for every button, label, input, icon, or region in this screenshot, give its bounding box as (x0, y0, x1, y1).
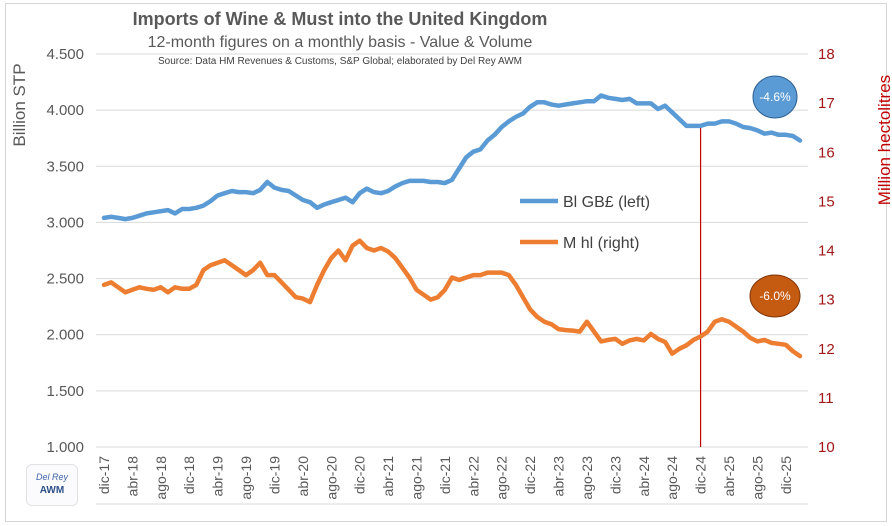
x-tick-label: abr-21 (380, 456, 396, 497)
chart-title: Imports of Wine & Must into the United K… (132, 9, 548, 29)
y-tick-left: 3.000 (46, 214, 84, 231)
x-tick-label: abr-20 (295, 456, 311, 497)
x-tick-label: dic-22 (522, 456, 538, 494)
x-tick-label: ago-19 (238, 456, 254, 500)
x-tick-label: ago-21 (408, 456, 424, 500)
y-tick-right: 18 (818, 46, 835, 63)
x-tick-label: dic-17 (96, 456, 112, 494)
y-tick-right: 11 (818, 390, 834, 407)
x-tick-label: abr-19 (210, 456, 226, 497)
y-tick-right: 16 (818, 144, 835, 161)
y-tick-left: 2.000 (46, 327, 84, 344)
x-tick-label: abr-25 (721, 456, 737, 497)
y-tick-right: 14 (818, 243, 835, 260)
chart-subtitle: 12-month figures on a monthly basis - Va… (147, 34, 533, 51)
chart-source: Source: Data HM Revenues & Customs, S&P … (157, 56, 523, 67)
x-tick-label: dic-23 (607, 456, 623, 494)
x-tick-label: abr-18 (124, 456, 140, 497)
x-tick-label: abr-22 (465, 456, 481, 497)
y-tick-left: 2.500 (46, 271, 84, 288)
x-tick-label: ago-20 (323, 456, 339, 500)
logo-line1: Del Rey (35, 472, 68, 482)
x-tick-label: ago-22 (494, 456, 510, 500)
legend-label-value: Bl GB£ (left) (563, 194, 650, 211)
x-tick-label: ago-18 (153, 456, 169, 500)
x-tick-label: dic-19 (266, 456, 282, 494)
badge-value-change (752, 75, 798, 119)
x-tick-label: dic-18 (181, 456, 197, 494)
y-tick-left: 1.000 (46, 439, 84, 456)
x-tick-label: dic-25 (778, 456, 794, 494)
x-tick-label: abr-24 (636, 456, 652, 497)
del-rey-awm-logo: Del Rey AWM (26, 464, 78, 506)
y-tick-right: 15 (818, 193, 835, 210)
series-line-value (101, 93, 803, 222)
y-tick-left: 3.500 (46, 158, 84, 175)
x-tick-label: dic-20 (352, 456, 368, 494)
y-tick-left: 4.000 (46, 102, 84, 119)
x-tick-label: ago-23 (579, 456, 595, 500)
y-tick-right: 12 (818, 341, 835, 358)
badge-value-change-label: -4.6% (759, 90, 791, 104)
x-tick-label: dic-24 (693, 456, 709, 494)
y-tick-left: 1.500 (46, 383, 84, 400)
y-tick-right: 10 (818, 439, 835, 456)
logo-line2: AWM (39, 485, 65, 496)
series-line-volume (101, 238, 803, 359)
y-tick-left: 4.500 (46, 46, 84, 63)
badge-volume-change (749, 274, 801, 318)
y-tick-right: 13 (818, 292, 835, 309)
badge-volume-change-label: -6.0% (759, 289, 791, 303)
chart-frame (5, 3, 887, 522)
x-tick-label: dic-21 (437, 456, 453, 494)
x-tick-label: ago-24 (664, 456, 680, 500)
legend-label-volume: M hl (right) (563, 235, 639, 252)
x-tick-label: ago-25 (749, 456, 765, 500)
x-tick-label: abr-23 (551, 456, 567, 497)
y-tick-right: 17 (818, 95, 835, 112)
